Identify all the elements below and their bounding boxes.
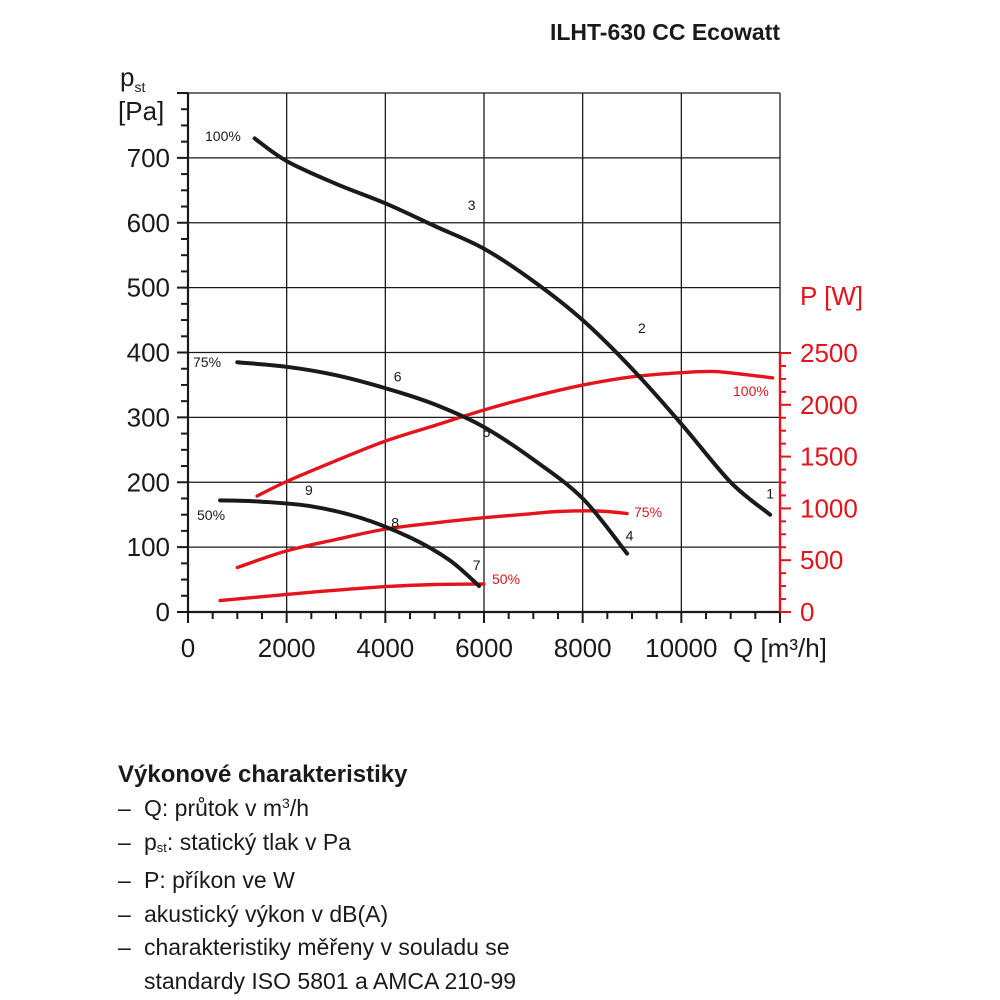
curve-label: 75% [634, 504, 662, 520]
x-tick-label: 8000 [554, 633, 612, 663]
legend-text: akustický výkon v dB(A) [144, 900, 389, 927]
pressure-curve-50 [218, 498, 482, 588]
legend-dash: – [118, 900, 131, 927]
y-left-tick-label: 600 [127, 208, 170, 238]
legend-text: : statický tlak v Pa [166, 828, 351, 855]
chart-title: ILHT-630 CC Ecowatt [550, 19, 780, 45]
power-curve-100 [255, 369, 775, 498]
power-curves [218, 369, 775, 603]
pressure-curve-75 [235, 360, 630, 556]
y-right-tick-label: 500 [800, 545, 843, 575]
legend: Výkonové charakteristiky – Q: průtok v m3… [118, 758, 718, 998]
operating-point-label: 3 [468, 197, 476, 213]
pressure-curve-100 [252, 136, 773, 517]
x-tick-label: 0 [181, 633, 195, 663]
y-right-tick-label: 2500 [800, 338, 858, 368]
x-tick-label: 4000 [356, 633, 414, 663]
y-left-tick-label: 700 [127, 143, 170, 173]
legend-text: Q: průtok v m [144, 795, 283, 821]
legend-sub: st [156, 839, 167, 855]
x-tick-label: 6000 [455, 633, 513, 663]
y-left-axis-label-main: p [120, 62, 134, 92]
power-curve-50 [218, 582, 486, 603]
pressure-curves [218, 136, 773, 588]
curve-label: 100% [205, 128, 241, 144]
curve-label: 50% [197, 507, 225, 523]
legend-dash: – [118, 828, 131, 855]
y-left-tick-label: 300 [127, 402, 170, 432]
y-right-tick-label: 2000 [800, 390, 858, 420]
legend-item-standards-cont: standardy ISO 5801 a AMCA 210-99 [144, 967, 517, 994]
operating-point-label: 1 [766, 485, 774, 501]
y-left-tick-label: 400 [127, 338, 170, 368]
y-left-axis-unit: [Pa] [118, 96, 164, 126]
y-left-axis-label-sub: st [134, 79, 145, 95]
legend-item-standards: – charakteristiky měřeny v souladu se [118, 931, 718, 965]
x-tick-label: 10000 [645, 633, 717, 663]
curve-label: 50% [492, 571, 520, 587]
power-curve-75 [235, 509, 629, 570]
operating-point-label: 6 [394, 369, 402, 385]
y-left-tick-label: 100 [127, 532, 170, 562]
legend-item-pressure: – pst: statický tlak v Pa [118, 826, 718, 865]
x-axis-label: Q [m³/h] [733, 633, 827, 663]
legend-text: p [144, 828, 157, 855]
legend-text: P: příkon ve W [144, 867, 295, 893]
legend-list: – Q: průtok v m3/h – pst: statický tlak v … [118, 792, 718, 998]
y-right-tick-label: 0 [800, 597, 814, 627]
legend-dash: – [118, 934, 131, 960]
y-right-axis-label: P [W] [800, 281, 863, 311]
y-right-tick-label: 1500 [800, 442, 858, 472]
y-left-tick-label: 0 [156, 597, 170, 627]
legend-text: charakteristiky měřeny v souladu se [144, 934, 510, 960]
x-tick-label: 2000 [258, 633, 316, 663]
legend-text: /h [289, 795, 310, 821]
legend-sup: 3 [282, 795, 290, 811]
y-left-tick-label: 200 [127, 467, 170, 497]
legend-dash: – [118, 795, 131, 821]
legend-dash: – [118, 867, 131, 893]
y-left-axis-label: pst [120, 62, 145, 95]
curve-label: 100% [733, 383, 769, 399]
curve-label: 75% [193, 354, 221, 370]
operating-point-label: 9 [305, 482, 313, 498]
operating-point-label: 7 [473, 557, 481, 573]
y-left-tick-label: 500 [127, 273, 170, 303]
operating-point-label: 2 [638, 320, 646, 336]
operating-point-label: 5 [483, 424, 491, 440]
legend-item-flow: – Q: průtok v m3/h [118, 792, 718, 826]
legend-item-sound: – akustický výkon v dB(A) [118, 898, 718, 932]
operating-point-label: 4 [626, 528, 634, 544]
legend-title: Výkonové charakteristiky [118, 761, 408, 788]
y-right-tick-label: 1000 [800, 493, 858, 523]
grid [188, 92, 781, 612]
curve-labels: 100% 75% 50% 100% 75% 50% 1 2 3 4 5 6 7 8 9 [193, 128, 774, 587]
legend-item-power: – P: příkon ve W [118, 864, 718, 898]
axes: 0 2000 4000 6000 8000 10000010020030040050060… [127, 92, 858, 663]
operating-point-label: 8 [391, 515, 399, 531]
